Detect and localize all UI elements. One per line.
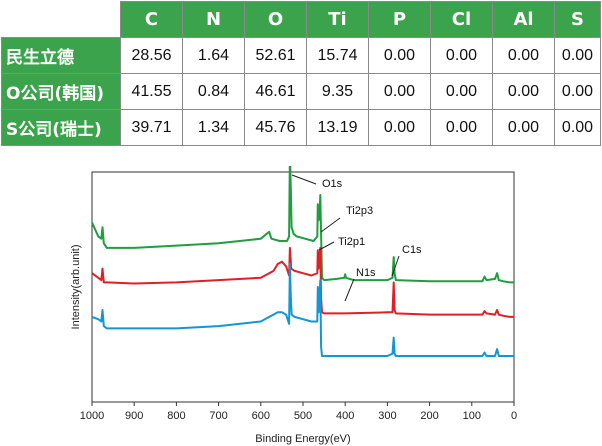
row-label: S公司(瑞士) (1, 109, 121, 146)
header-c: C (120, 1, 183, 38)
table-row: 民生立德 28.56 1.64 52.61 15.74 0.00 0.00 0.… (1, 37, 601, 74)
table-row: S公司(瑞士) 39.71 1.34 45.76 13.19 0.00 0.00… (1, 109, 601, 146)
table-row: O公司(韩国) 41.55 0.84 46.61 9.35 0.00 0.00 … (1, 73, 601, 110)
x-tick-label: 500 (294, 410, 312, 422)
table-cell: 52.61 (244, 37, 307, 74)
table-cell: 0.84 (182, 73, 245, 110)
table-cell: 0.00 (368, 37, 431, 74)
table-cell: 0.00 (554, 37, 601, 74)
annotation-layer: O1s Ti2p3 Ti2p1 N1s C1s (291, 174, 422, 302)
table-cell: 13.19 (306, 109, 369, 146)
table-cell: 45.76 (244, 109, 307, 146)
annotation-leader (318, 241, 335, 251)
header-corner (1, 1, 121, 38)
table-cell: 0.00 (430, 109, 493, 146)
x-tick-label: 1000 (80, 410, 104, 422)
annotation-leader (291, 174, 317, 185)
series-layer (91, 166, 514, 357)
plot-area-frame (91, 171, 515, 403)
table-cell: 0.00 (368, 73, 431, 110)
table-cell: 0.00 (430, 37, 493, 74)
table-cell: 9.35 (306, 73, 369, 110)
row-label: O公司(韩国) (1, 73, 121, 110)
x-tick-label: 600 (252, 410, 270, 422)
table-cell: 41.55 (120, 73, 183, 110)
header-p: P (368, 1, 431, 38)
x-tick-label: 200 (420, 410, 438, 422)
peak-label: C1s (402, 244, 422, 256)
row-label: 民生立德 (1, 37, 121, 74)
table-cell: 0.00 (368, 109, 431, 146)
header-o: O (244, 1, 307, 38)
table-cell: 28.56 (120, 37, 183, 74)
series-line-2 (91, 246, 514, 318)
table-cell: 1.64 (182, 37, 245, 74)
header-cl: Cl (430, 1, 493, 38)
table-cell: 15.74 (306, 37, 369, 74)
series-line-3 (91, 263, 514, 357)
x-tick-label: 0 (511, 410, 517, 422)
peak-label: N1s (356, 267, 376, 279)
peak-label: Ti2p3 (346, 205, 373, 217)
table-cell: 0.00 (492, 73, 555, 110)
x-tick-label: 900 (125, 410, 143, 422)
header-s: S (554, 1, 601, 38)
series-line-1 (91, 166, 514, 284)
annotation-leader (344, 278, 355, 302)
x-tick-label: 800 (167, 410, 185, 422)
table-cell: 0.00 (554, 73, 601, 110)
composition-table: C N O Ti P Cl Al S 民生立德 28.56 1.64 52.61… (1, 1, 601, 146)
table-cell: 0.00 (492, 37, 555, 74)
y-axis-label: Intensity(arb.unit) (70, 245, 82, 330)
peak-label: O1s (322, 178, 343, 190)
peak-label: Ti2p1 (338, 236, 365, 248)
table-cell: 39.71 (120, 109, 183, 146)
header-al: Al (492, 1, 555, 38)
annotation-leader (391, 255, 400, 277)
annotation-leader (320, 217, 341, 233)
header-ti: Ti (306, 1, 369, 38)
table-cell: 1.34 (182, 109, 245, 146)
table-header-row: C N O Ti P Cl Al S (1, 1, 601, 38)
x-tick-label: 100 (463, 410, 481, 422)
table-cell: 46.61 (244, 73, 307, 110)
xps-spectrum-chart: 1000 900 800 700 600 500 400 300 200 100 0 O1sTi2p… (70, 166, 517, 445)
x-tick-label: 300 (378, 410, 396, 422)
header-n: N (182, 1, 245, 38)
table-cell: 0.00 (554, 109, 601, 146)
table-cell: 0.00 (492, 109, 555, 146)
x-axis: 1000 900 800 700 600 500 400 300 200 100 0 (80, 402, 517, 422)
x-axis-label: Binding Energy(eV) (255, 433, 350, 445)
table-cell: 0.00 (430, 73, 493, 110)
x-tick-label: 700 (209, 410, 227, 422)
x-tick-label: 400 (336, 410, 354, 422)
